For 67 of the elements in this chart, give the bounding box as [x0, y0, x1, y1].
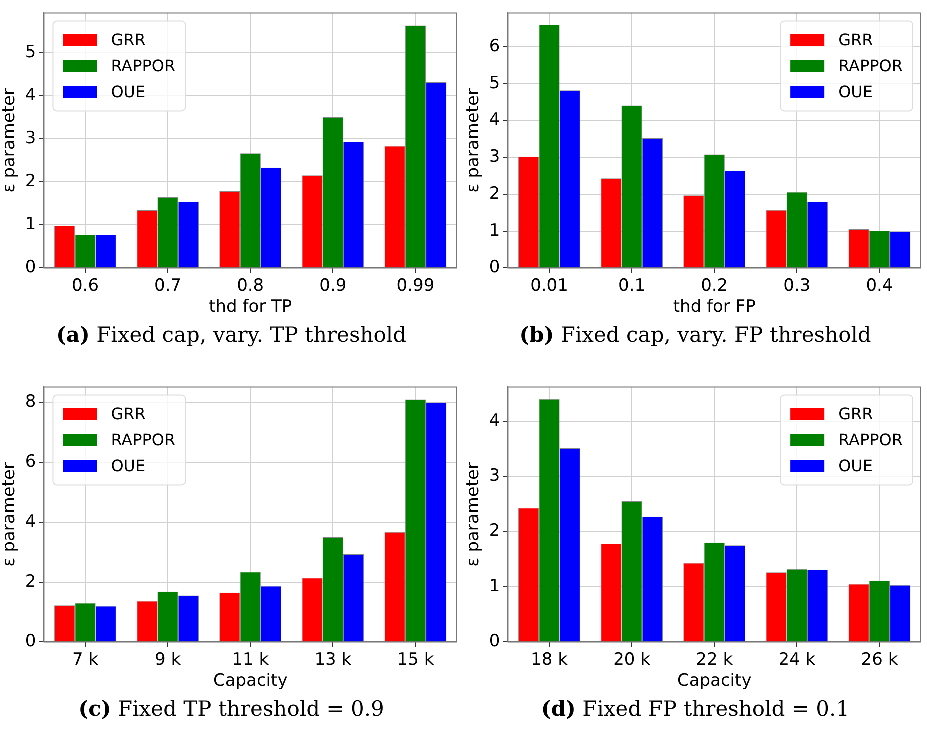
- x-tick-label: 9 k: [155, 650, 182, 670]
- y-tick-label: 1: [489, 576, 500, 596]
- x-axis-title: Capacity: [213, 671, 288, 692]
- x-axis-title: Capacity: [677, 671, 752, 692]
- y-tick-label: 3: [489, 147, 500, 168]
- y-tick-label: 1: [489, 220, 500, 241]
- x-tick-label: 0.99: [396, 276, 435, 296]
- legend-label: OUE: [838, 82, 873, 102]
- x-tick-label: 0.7: [154, 276, 182, 296]
- legend-label: GRR: [838, 404, 874, 424]
- y-axis-title: ε parameter: [0, 88, 20, 193]
- x-tick-label: 13 k: [314, 650, 352, 670]
- legend-label: RAPPOR: [838, 56, 903, 76]
- x-tick-label: 0.4: [866, 276, 894, 296]
- y-tick-label: 0: [489, 258, 500, 278]
- y-tick-label: 3: [25, 128, 36, 148]
- legend-label: RAPPOR: [111, 56, 176, 76]
- x-tick-label: 0.01: [530, 276, 568, 296]
- y-tick-label: 0: [25, 258, 36, 278]
- text: (b) Fixed cap, vary. FP threshold: [518, 322, 872, 347]
- legend-label: GRR: [111, 404, 146, 424]
- x-tick-label: 0.2: [701, 276, 728, 296]
- x-tick-label: 22 k: [696, 650, 734, 670]
- y-tick-label: 5: [489, 73, 500, 94]
- y-tick-label: 2: [489, 521, 500, 542]
- x-axis-title: thd for TP: [209, 297, 292, 318]
- y-tick-label: 2: [489, 184, 500, 204]
- y-tick-label: 8: [25, 392, 36, 412]
- y-tick-label: 3: [489, 466, 500, 486]
- y-tick-label: 4: [25, 85, 36, 106]
- y-axis-title: ε parameter: [0, 462, 20, 567]
- y-tick-label: 6: [25, 452, 36, 472]
- x-tick-label: 0.6: [72, 276, 100, 296]
- y-tick-label: 2: [25, 171, 36, 192]
- y-tick-label: 6: [489, 36, 500, 57]
- text: (d) Fixed FP threshold = 0.1: [540, 696, 851, 721]
- x-tick-label: 7 k: [72, 650, 99, 670]
- x-tick-label: 0.3: [784, 276, 811, 296]
- x-tick-label: 0.1: [618, 276, 646, 296]
- x-tick-label: 0.8: [237, 276, 264, 296]
- x-axis-title: thd for FP: [673, 297, 756, 318]
- x-tick-label: 24 k: [778, 650, 816, 670]
- y-tick-label: 5: [25, 42, 36, 62]
- y-tick-label: 0: [25, 632, 36, 652]
- y-tick-label: 4: [489, 410, 500, 431]
- x-tick-label: 15 k: [397, 650, 434, 670]
- y-axis-title: ε parameter: [464, 462, 484, 567]
- legend-label: OUE: [111, 82, 146, 102]
- x-tick-label: 20 k: [614, 650, 651, 670]
- text: (a) Fixed cap, vary. TP threshold: [55, 322, 408, 347]
- legend-label: GRR: [838, 30, 874, 50]
- y-axis-title: ε parameter: [464, 88, 484, 193]
- y-tick-label: 2: [25, 572, 36, 592]
- legend-label: OUE: [111, 456, 146, 476]
- y-tick-label: 4: [489, 110, 500, 130]
- legend-label: GRR: [111, 30, 146, 50]
- text: (c) Fixed TP threshold = 0.9: [78, 696, 386, 721]
- y-tick-label: 1: [25, 214, 36, 235]
- legend-label: RAPPOR: [838, 430, 903, 450]
- x-tick-label: 18 k: [531, 650, 568, 670]
- y-tick-label: 0: [489, 632, 500, 652]
- x-tick-label: 26 k: [861, 650, 898, 670]
- x-tick-label: 0.9: [320, 276, 347, 296]
- y-tick-label: 4: [25, 512, 36, 532]
- legend-label: RAPPOR: [111, 430, 176, 450]
- legend-label: OUE: [838, 456, 873, 476]
- x-tick-label: 11 k: [232, 650, 270, 670]
